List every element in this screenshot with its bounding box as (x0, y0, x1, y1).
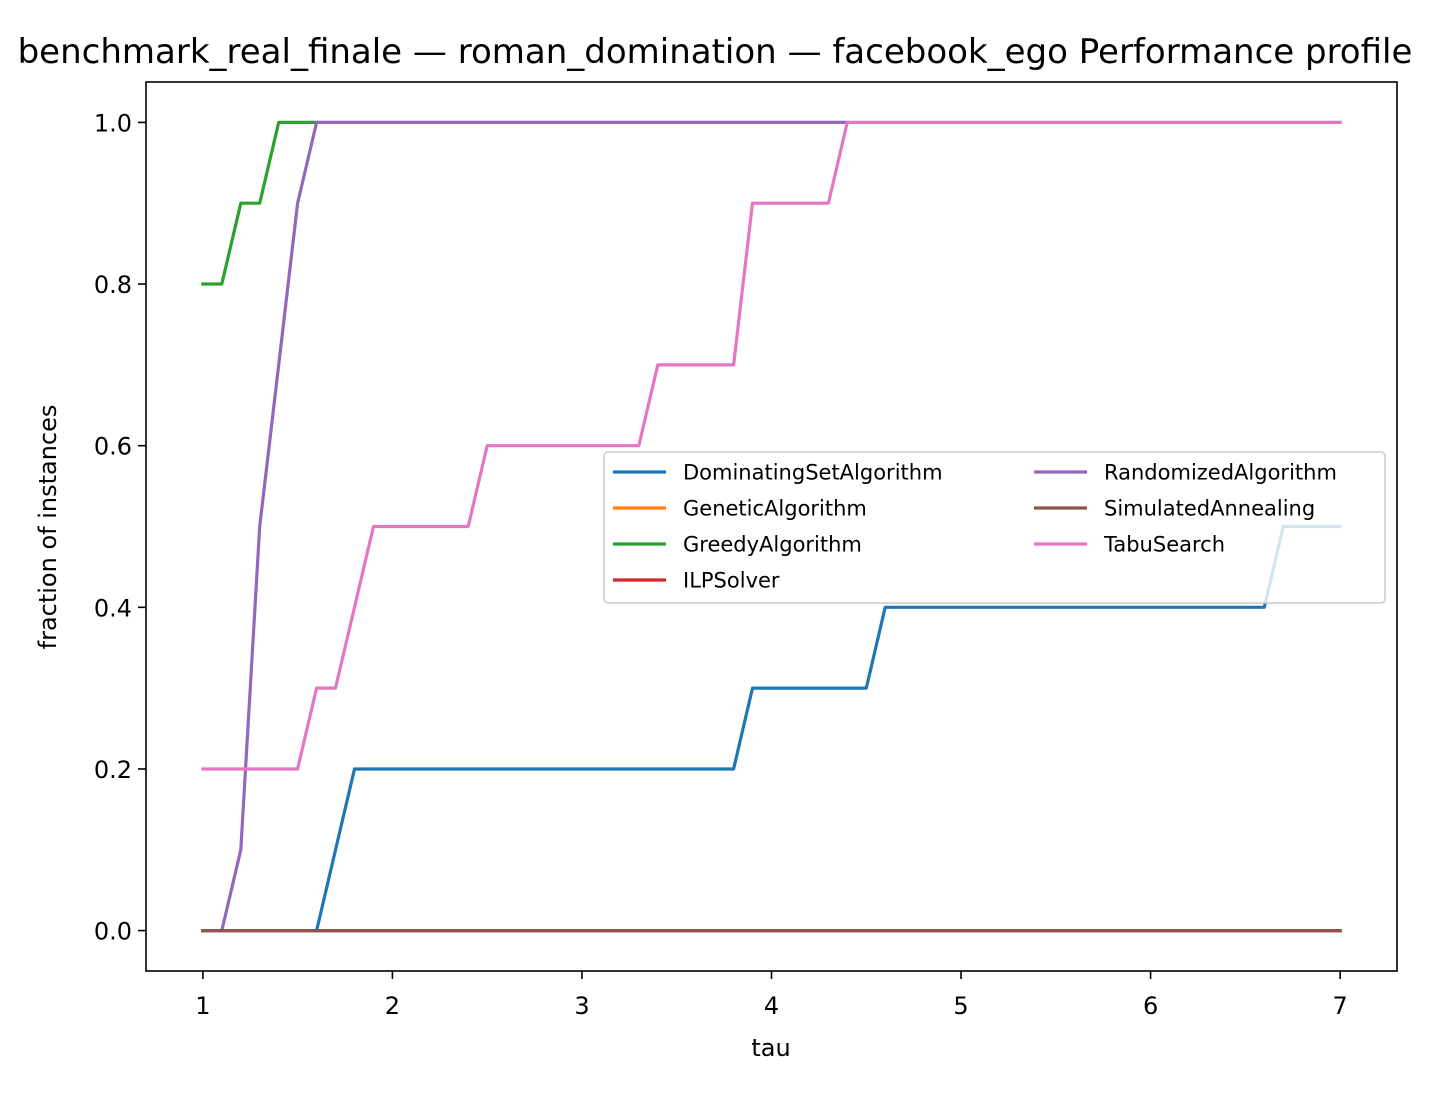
series-line-6 (201, 120, 1342, 771)
legend-entry-5: SimulatedAnnealing (1104, 497, 1315, 521)
legend-entry-0: DominatingSetAlgorithm (683, 461, 943, 485)
legend-entry-4: RandomizedAlgorithm (1104, 461, 1337, 485)
legend-entry-2: GreedyAlgorithm (683, 533, 862, 557)
legend-entry-1: GeneticAlgorithm (683, 497, 867, 521)
legend-entry-3: ILPSolver (683, 569, 780, 593)
legend-entry-6: TabuSearch (1103, 533, 1225, 557)
x-tick-label: 3 (574, 992, 589, 1020)
y-tick-label: 0.8 (94, 271, 132, 299)
x-tick-label: 6 (1143, 992, 1158, 1020)
legend: DominatingSetAlgorithm GeneticAlgorithm Gr… (603, 451, 1386, 604)
x-axis: 1 2 3 4 5 6 7 (195, 971, 1348, 1020)
x-tick-label: 7 (1332, 992, 1347, 1020)
x-tick-label: 2 (385, 992, 400, 1020)
x-tick-label: 1 (195, 992, 210, 1020)
y-tick-label: 0.0 (94, 918, 132, 946)
x-axis-label: tau (751, 1034, 790, 1062)
x-tick-label: 4 (764, 992, 779, 1020)
y-tick-label: 1.0 (94, 109, 132, 137)
y-axis: 0.0 0.2 0.4 0.6 0.8 1.0 (94, 109, 146, 946)
chart-title: benchmark_real_finale — roman_domination… (18, 32, 1413, 72)
legend-box (603, 451, 1386, 604)
x-tick-label: 5 (953, 992, 968, 1020)
y-axis-label: fraction of instances (34, 405, 62, 650)
y-tick-label: 0.6 (94, 433, 132, 461)
y-tick-label: 0.4 (94, 594, 132, 622)
y-tick-label: 0.2 (94, 756, 132, 784)
series-line-2 (201, 120, 319, 286)
series-line-4 (201, 120, 849, 933)
